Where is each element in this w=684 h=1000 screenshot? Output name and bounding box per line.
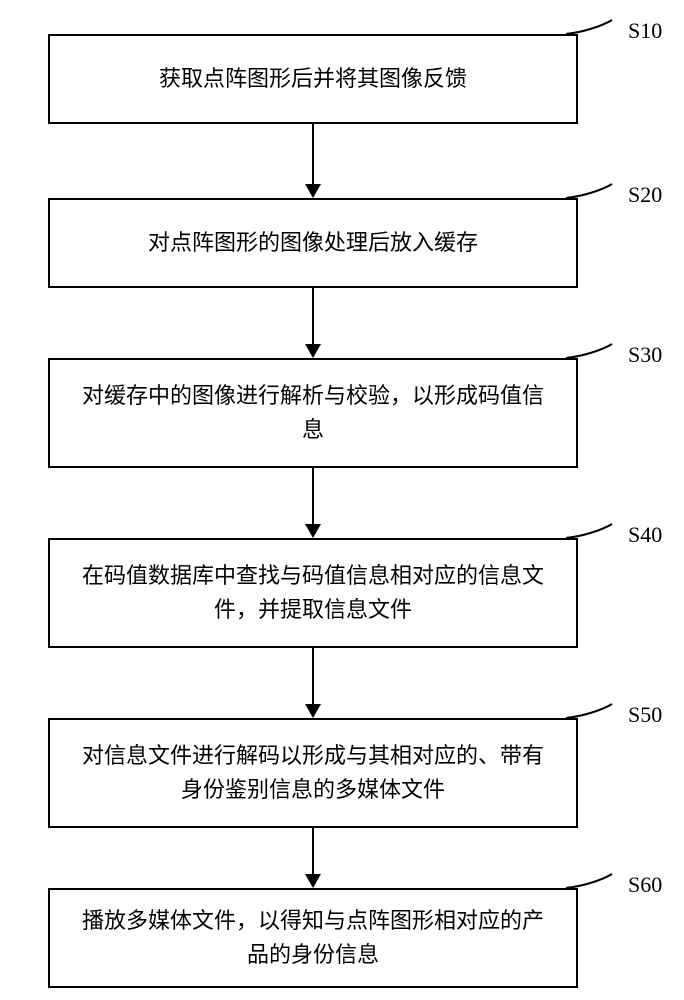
arrow-s10-s20 — [312, 124, 314, 184]
flow-node-text-s50: 对信息文件进行解码以形成与其相对应的、带有身份鉴别信息的多媒体文件 — [74, 739, 552, 807]
step-label-s40: S40 — [628, 522, 662, 548]
flow-node-s40: 在码值数据库中查找与码值信息相对应的信息文件，并提取信息文件 — [48, 538, 578, 648]
flow-node-text-s40: 在码值数据库中查找与码值信息相对应的信息文件，并提取信息文件 — [74, 559, 552, 627]
flow-node-text-s20: 对点阵图形的图像处理后放入缓存 — [148, 226, 478, 260]
step-label-s60: S60 — [628, 872, 662, 898]
lead-line-s40 — [0, 0, 684, 1000]
flow-node-text-s30: 对缓存中的图像进行解析与校验，以形成码值信息 — [74, 379, 552, 447]
lead-line-s30 — [0, 0, 684, 1000]
arrow-s20-s30 — [312, 288, 314, 344]
lead-line-s20 — [0, 0, 684, 1000]
lead-line-s10 — [0, 0, 684, 1000]
flowchart-canvas: 获取点阵图形后并将其图像反馈对点阵图形的图像处理后放入缓存对缓存中的图像进行解析… — [0, 0, 684, 1000]
step-label-s30: S30 — [628, 342, 662, 368]
step-label-s20: S20 — [628, 182, 662, 208]
arrow-head-s40-s50 — [305, 704, 321, 718]
arrow-head-s20-s30 — [305, 344, 321, 358]
flow-node-text-s10: 获取点阵图形后并将其图像反馈 — [159, 62, 467, 96]
flow-node-s30: 对缓存中的图像进行解析与校验，以形成码值信息 — [48, 358, 578, 468]
arrow-head-s30-s40 — [305, 524, 321, 538]
lead-line-s60 — [0, 0, 684, 1000]
flow-node-s60: 播放多媒体文件，以得知与点阵图形相对应的产品的身份信息 — [48, 888, 578, 988]
flow-node-text-s60: 播放多媒体文件，以得知与点阵图形相对应的产品的身份信息 — [74, 904, 552, 972]
flow-node-s50: 对信息文件进行解码以形成与其相对应的、带有身份鉴别信息的多媒体文件 — [48, 718, 578, 828]
arrow-head-s50-s60 — [305, 874, 321, 888]
arrow-s40-s50 — [312, 648, 314, 704]
flow-node-s10: 获取点阵图形后并将其图像反馈 — [48, 34, 578, 124]
lead-line-s50 — [0, 0, 684, 1000]
step-label-s50: S50 — [628, 702, 662, 728]
step-label-s10: S10 — [628, 18, 662, 44]
arrow-s50-s60 — [312, 828, 314, 874]
arrow-s30-s40 — [312, 468, 314, 524]
arrow-head-s10-s20 — [305, 184, 321, 198]
flow-node-s20: 对点阵图形的图像处理后放入缓存 — [48, 198, 578, 288]
